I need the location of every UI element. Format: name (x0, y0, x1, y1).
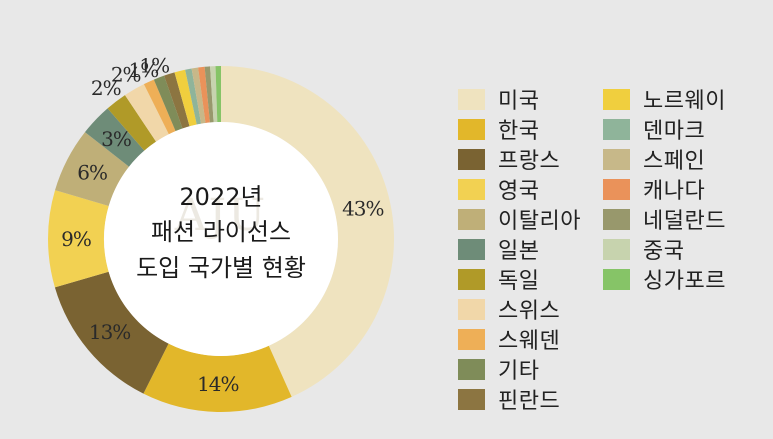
legend-swatch (458, 88, 485, 110)
legend-item: 캐나다 (603, 174, 743, 204)
center-title-line-2: 패션 라이선스 (151, 218, 291, 246)
legend-label: 미국 (498, 89, 540, 114)
legend-item: 노르웨이 (603, 84, 743, 114)
slice-8 (124, 84, 169, 142)
legend-swatch (458, 238, 485, 260)
slice-16 (204, 66, 214, 123)
slice-label-8: 2% (111, 63, 141, 87)
slice-3 (54, 271, 169, 394)
legend-label: 스위스 (498, 299, 561, 324)
legend-label: 덴마크 (643, 119, 706, 144)
legend-label: 한국 (498, 119, 540, 144)
center-title-line-1: 2022년 (179, 183, 262, 211)
legend-item: 일본 (458, 234, 603, 264)
legend-label: 싱가포르 (643, 269, 726, 294)
legend-swatch (458, 298, 485, 320)
legend-swatch (458, 148, 485, 170)
legend-item: 미국 (458, 84, 603, 114)
legend-swatch (458, 268, 485, 290)
slice-label-1: 43% (342, 197, 383, 221)
slice-11 (164, 72, 190, 129)
legend-label: 영국 (498, 179, 540, 204)
legend-swatch (603, 178, 630, 200)
slice-label-4: 9% (61, 227, 91, 251)
legend-label: 일본 (498, 239, 540, 264)
slice-label-10: 1% (139, 53, 169, 77)
slice-18 (215, 66, 221, 123)
legend-label: 중국 (643, 239, 685, 264)
legend-item: 스위스 (458, 294, 603, 324)
legend-swatch (458, 358, 485, 380)
slice-6 (84, 108, 145, 167)
slice-5 (55, 132, 130, 206)
legend-swatch (458, 208, 485, 230)
slice-1 (221, 66, 394, 397)
legend-item: 싱가포르 (603, 264, 743, 294)
legend-item: 스페인 (603, 144, 743, 174)
legend-item: 중국 (603, 234, 743, 264)
legend-swatch (458, 328, 485, 350)
legend-item: 덴마크 (603, 114, 743, 144)
legend-label: 노르웨이 (643, 89, 726, 114)
slice-label-6: 3% (101, 127, 131, 151)
legend-item: 핀란드 (458, 384, 603, 414)
legend-label: 네덜란드 (643, 209, 726, 234)
legend-item: 스웨덴 (458, 324, 603, 354)
legend-label: 프랑스 (498, 149, 561, 174)
legend-swatch (603, 118, 630, 140)
slice-13 (185, 68, 202, 125)
legend-swatch (603, 268, 630, 290)
legend-label: 캐나다 (643, 179, 706, 204)
slice-2 (143, 343, 292, 412)
donut-slices (48, 66, 394, 412)
legend-label: 이탈리아 (498, 209, 581, 234)
legend-item: 프랑스 (458, 144, 603, 174)
slice-12 (174, 69, 197, 127)
legend-label: 기타 (498, 359, 540, 384)
legend-label: 스웨덴 (498, 329, 561, 354)
slice-10 (153, 75, 183, 132)
legend-item: 한국 (458, 114, 603, 144)
legend-item: 네덜란드 (603, 204, 743, 234)
slice-label-3: 13% (89, 320, 130, 344)
slice-label-9: 1% (129, 58, 159, 82)
percent-labels: 43%14%13%9%6%3%2%2%1%1% (61, 53, 384, 396)
legend-item: 독일 (458, 264, 603, 294)
slice-label-2: 14% (197, 372, 238, 396)
legend-swatch (458, 118, 485, 140)
donut-hole (104, 122, 338, 356)
legend-swatch (603, 208, 630, 230)
slice-4 (48, 190, 109, 288)
legend-item: 이탈리아 (458, 204, 603, 234)
legend-label: 독일 (498, 269, 540, 294)
legend-item: 기타 (458, 354, 603, 384)
center-title-line-3: 도입 국가별 현황 (136, 254, 306, 282)
legend-swatch (458, 178, 485, 200)
slice-label-7: 2% (91, 76, 121, 100)
legend-swatch (458, 388, 485, 410)
slice-label-5: 6% (77, 161, 107, 185)
legend-swatch (603, 148, 630, 170)
slice-14 (191, 67, 206, 124)
legend-label: 스페인 (643, 149, 706, 174)
slice-15 (198, 66, 210, 124)
watermark-text: AJU (174, 190, 268, 241)
legend-item: 영국 (458, 174, 603, 204)
slice-9 (143, 79, 176, 135)
legend-swatch (603, 88, 630, 110)
slice-17 (210, 66, 218, 123)
legend-swatch (603, 238, 630, 260)
slice-7 (107, 95, 157, 151)
legend-label: 핀란드 (498, 389, 561, 414)
